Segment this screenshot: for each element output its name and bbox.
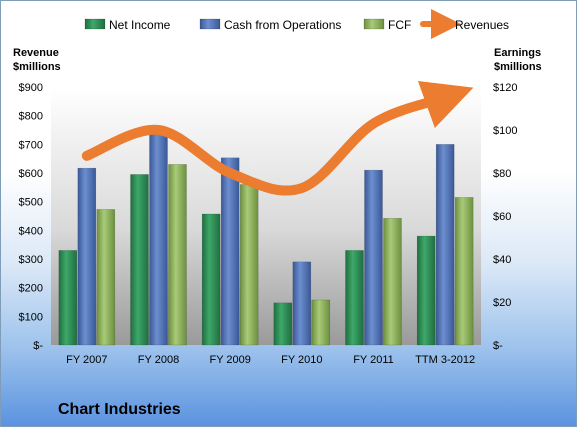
left-axis-title-line-1: Revenue: [13, 47, 59, 59]
bar-fcf: [168, 164, 187, 346]
left-axis-ticks: $- $100 $200 $300 $400 $500 $600 $700 $800 $900: [19, 82, 44, 352]
bar-net-income: [273, 302, 293, 346]
revenue-line-path: [81, 80, 474, 196]
bar-fcf: [454, 197, 474, 346]
left-tick-label: $800: [19, 111, 43, 123]
bar-net-income: [345, 250, 364, 346]
revenue-line: [81, 80, 474, 196]
right-tick-label: $100: [493, 125, 517, 137]
bar-cash-from-operations: [77, 167, 97, 346]
right-axis-title-line-2: $millions: [494, 61, 542, 73]
legend-swatch-net-income: [84, 18, 106, 30]
bar-cash-from-operations: [364, 169, 383, 346]
legend-label-fcf: FCF: [388, 18, 411, 32]
bar-net-income: [416, 235, 436, 346]
bar-cash-from-operations: [220, 157, 240, 346]
right-tick-label: $40: [493, 254, 511, 266]
left-axis-title: Revenue $millions: [13, 47, 61, 73]
right-tick-label: $60: [493, 211, 511, 223]
bar-cash-from-operations: [435, 144, 455, 346]
left-tick-label: $300: [19, 254, 43, 266]
category-label: TTM 3-2012: [415, 354, 475, 366]
left-tick-label: $500: [19, 197, 43, 209]
left-tick-label: $600: [19, 168, 43, 180]
left-tick-label: $200: [19, 283, 43, 295]
legend: Net Income Cash from Operations FCF Revenue…: [84, 9, 509, 39]
left-axis-title-line-2: $millions: [13, 61, 61, 73]
x-axis-ticks: FY 2007 FY 2008 FY 2009 FY 2010 FY 2011 TTM 3…: [66, 354, 475, 366]
right-axis-title-line-1: Earnings: [494, 47, 541, 59]
legend-label-revenues: Revenues: [455, 18, 509, 32]
category-label: FY 2011: [353, 354, 394, 366]
left-tick-label: $900: [19, 82, 43, 94]
right-tick-label: $-: [493, 340, 503, 352]
bar-net-income: [58, 250, 78, 346]
bar-net-income: [201, 213, 221, 346]
bar-fcf: [239, 184, 259, 346]
left-tick-label: $400: [19, 225, 43, 237]
legend-label-net-income: Net Income: [109, 18, 171, 32]
right-tick-label: $80: [493, 168, 511, 180]
left-tick-label: $100: [19, 311, 43, 323]
bar-cash-from-operations: [292, 261, 312, 346]
bar-net-income: [130, 174, 149, 346]
category-label: FY 2010: [281, 354, 322, 366]
bar-cash-from-operations: [149, 134, 168, 346]
legend-label-cash-from-operations: Cash from Operations: [224, 18, 341, 32]
category-label: FY 2008: [138, 354, 179, 366]
right-axis-title: Earnings $millions: [494, 47, 542, 73]
bars: [58, 134, 474, 346]
right-tick-label: $20: [493, 297, 511, 309]
bar-fcf: [96, 209, 116, 346]
category-label: FY 2009: [209, 354, 250, 366]
bar-fcf: [311, 299, 331, 346]
category-label: FY 2007: [66, 354, 107, 366]
left-tick-label: $700: [19, 139, 43, 151]
plot-area: [51, 87, 481, 345]
legend-swatch-cash-from-operations: [199, 18, 221, 30]
chart-title: Chart Industries: [58, 401, 181, 418]
right-axis-ticks: $- $20 $40 $60 $80 $100 $120: [493, 82, 517, 352]
left-tick-label: $-: [33, 340, 43, 352]
right-tick-label: $120: [493, 82, 517, 94]
bar-fcf: [383, 218, 402, 346]
legend-swatch-fcf: [363, 18, 385, 30]
